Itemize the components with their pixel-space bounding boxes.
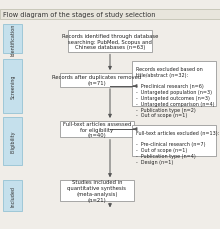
- FancyBboxPatch shape: [60, 73, 134, 87]
- Text: Studies included in
quantitative synthesis
(meta-analysis)
(n=21): Studies included in quantitative synthes…: [67, 180, 126, 202]
- Text: Eligibility: Eligibility: [10, 130, 15, 152]
- Text: Full-text articles excluded (n=13):

-  Pre-clinical research (n=7)
-  Out of sc: Full-text articles excluded (n=13): - Pr…: [136, 130, 219, 164]
- FancyBboxPatch shape: [132, 125, 216, 156]
- FancyBboxPatch shape: [3, 117, 22, 165]
- FancyBboxPatch shape: [3, 25, 22, 53]
- FancyBboxPatch shape: [3, 180, 22, 211]
- Text: Identification: Identification: [10, 23, 15, 55]
- FancyBboxPatch shape: [0, 10, 220, 20]
- Text: Screening: Screening: [10, 75, 15, 99]
- FancyBboxPatch shape: [132, 62, 216, 106]
- FancyBboxPatch shape: [3, 60, 22, 114]
- Text: Records identified through database
searching: PubMed, Scopus and
Chinese databa: Records identified through database sear…: [62, 34, 158, 50]
- FancyBboxPatch shape: [60, 180, 134, 201]
- FancyBboxPatch shape: [68, 31, 152, 53]
- Text: Records after duplicates removed
(n=71): Records after duplicates removed (n=71): [52, 75, 141, 86]
- FancyBboxPatch shape: [60, 121, 134, 138]
- Text: Records excluded based on
title/abstract (n=32):

-  Preclinical research (n=6)
: Records excluded based on title/abstract…: [136, 67, 214, 118]
- Text: Included: Included: [10, 185, 15, 206]
- Text: Flow diagram of the stages of study selection: Flow diagram of the stages of study sele…: [3, 12, 156, 18]
- Text: Full-text articles assessed
for eligibility
(n=40): Full-text articles assessed for eligibil…: [63, 121, 131, 138]
